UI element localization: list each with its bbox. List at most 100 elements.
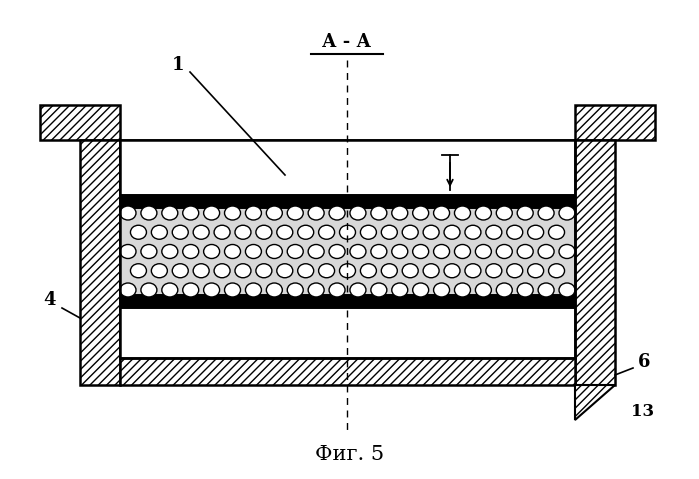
Ellipse shape — [538, 283, 554, 297]
Ellipse shape — [549, 264, 565, 278]
Ellipse shape — [391, 283, 408, 297]
Ellipse shape — [172, 225, 188, 239]
Ellipse shape — [266, 206, 282, 220]
Ellipse shape — [517, 283, 533, 297]
Ellipse shape — [329, 283, 345, 297]
Ellipse shape — [433, 283, 449, 297]
Ellipse shape — [382, 225, 397, 239]
Ellipse shape — [361, 225, 376, 239]
Ellipse shape — [465, 264, 481, 278]
Ellipse shape — [507, 225, 523, 239]
Ellipse shape — [287, 206, 303, 220]
Bar — [575, 105, 655, 140]
Ellipse shape — [152, 264, 167, 278]
Text: 6: 6 — [637, 353, 650, 371]
Ellipse shape — [287, 244, 303, 259]
Ellipse shape — [224, 244, 240, 259]
Ellipse shape — [382, 264, 397, 278]
Ellipse shape — [152, 225, 167, 239]
Ellipse shape — [444, 225, 460, 239]
Ellipse shape — [266, 283, 282, 297]
Ellipse shape — [475, 283, 491, 297]
Ellipse shape — [319, 225, 335, 239]
Ellipse shape — [172, 264, 188, 278]
Ellipse shape — [517, 206, 533, 220]
Ellipse shape — [496, 244, 512, 259]
Ellipse shape — [496, 283, 512, 297]
Ellipse shape — [214, 264, 230, 278]
Ellipse shape — [319, 264, 335, 278]
Text: 1: 1 — [172, 56, 185, 74]
Ellipse shape — [412, 283, 428, 297]
Ellipse shape — [161, 283, 178, 297]
Ellipse shape — [161, 244, 178, 259]
Ellipse shape — [350, 283, 366, 297]
Ellipse shape — [329, 206, 345, 220]
Bar — [120, 358, 575, 385]
Ellipse shape — [517, 244, 533, 259]
Ellipse shape — [298, 264, 314, 278]
Ellipse shape — [433, 244, 449, 259]
Ellipse shape — [161, 206, 178, 220]
Ellipse shape — [245, 283, 261, 297]
Ellipse shape — [538, 244, 554, 259]
Ellipse shape — [486, 264, 502, 278]
Ellipse shape — [329, 244, 345, 259]
Ellipse shape — [277, 264, 293, 278]
Ellipse shape — [141, 283, 157, 297]
Ellipse shape — [559, 206, 575, 220]
Ellipse shape — [340, 225, 356, 239]
Bar — [120, 208, 575, 295]
Ellipse shape — [193, 264, 209, 278]
Ellipse shape — [308, 206, 324, 220]
Ellipse shape — [475, 244, 491, 259]
Ellipse shape — [444, 264, 460, 278]
Ellipse shape — [496, 206, 512, 220]
Text: УВ: УВ — [475, 143, 505, 161]
Ellipse shape — [266, 244, 282, 259]
Ellipse shape — [245, 244, 261, 259]
Bar — [120, 295, 575, 308]
Ellipse shape — [224, 283, 240, 297]
Ellipse shape — [131, 225, 147, 239]
Ellipse shape — [182, 206, 199, 220]
Bar — [120, 140, 575, 195]
Bar — [80, 140, 120, 385]
Ellipse shape — [486, 225, 502, 239]
Ellipse shape — [141, 206, 157, 220]
Ellipse shape — [182, 283, 199, 297]
Ellipse shape — [131, 264, 147, 278]
Ellipse shape — [224, 206, 240, 220]
Ellipse shape — [350, 244, 366, 259]
Ellipse shape — [528, 225, 544, 239]
Ellipse shape — [549, 225, 565, 239]
Ellipse shape — [256, 264, 272, 278]
Ellipse shape — [454, 206, 470, 220]
Ellipse shape — [120, 206, 136, 220]
Ellipse shape — [507, 264, 523, 278]
Ellipse shape — [214, 225, 230, 239]
Text: 4: 4 — [44, 291, 56, 309]
Ellipse shape — [203, 206, 219, 220]
Ellipse shape — [298, 225, 314, 239]
Ellipse shape — [391, 244, 408, 259]
Ellipse shape — [559, 244, 575, 259]
Ellipse shape — [423, 225, 439, 239]
Ellipse shape — [182, 244, 199, 259]
Ellipse shape — [402, 225, 418, 239]
Ellipse shape — [475, 206, 491, 220]
Ellipse shape — [256, 225, 272, 239]
Ellipse shape — [350, 206, 366, 220]
Ellipse shape — [120, 283, 136, 297]
Ellipse shape — [235, 225, 251, 239]
Ellipse shape — [465, 225, 481, 239]
Ellipse shape — [308, 244, 324, 259]
Ellipse shape — [402, 264, 418, 278]
Ellipse shape — [528, 264, 544, 278]
Ellipse shape — [308, 283, 324, 297]
Bar — [575, 140, 615, 385]
Text: Фиг. 5: Фиг. 5 — [315, 445, 384, 465]
Bar — [40, 105, 120, 140]
Ellipse shape — [141, 244, 157, 259]
Ellipse shape — [340, 264, 356, 278]
